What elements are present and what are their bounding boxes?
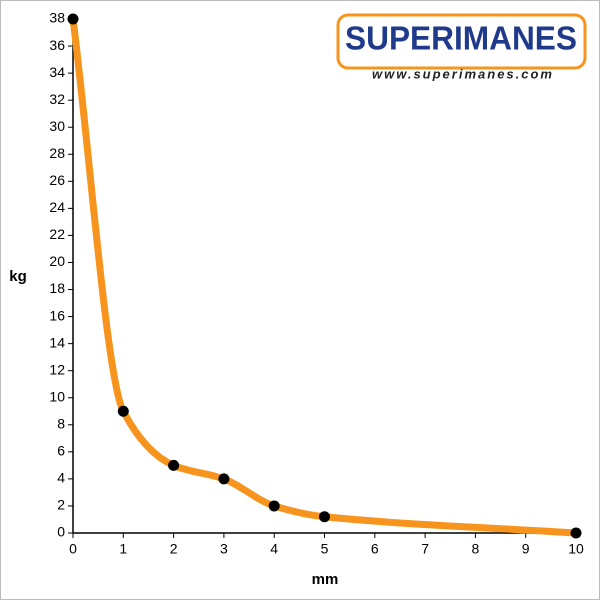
- x-axis-label: mm: [312, 571, 339, 588]
- point: [117, 405, 129, 417]
- y-tick-label: 22: [49, 226, 65, 242]
- x-tick-label: 2: [170, 541, 178, 557]
- x-tick-label: 6: [371, 541, 379, 557]
- x-tick-label: 10: [568, 541, 584, 557]
- y-tick-label: 16: [49, 307, 65, 323]
- point: [67, 13, 79, 25]
- logo: SUPERIMANES www.superimanes.com: [336, 13, 587, 81]
- logo-url: www.superimanes.com: [372, 66, 554, 81]
- x-tick-label: 1: [119, 541, 127, 557]
- x-tick-label: 9: [522, 541, 530, 557]
- y-tick-label: 36: [49, 37, 65, 53]
- y-tick-label: 18: [49, 280, 65, 296]
- x-tick-label: 8: [472, 541, 480, 557]
- y-tick-label: 24: [49, 199, 65, 215]
- x-tick-label: 0: [69, 541, 77, 557]
- logo-text: SUPERIMANES: [345, 20, 577, 57]
- y-tick-label: 30: [49, 118, 65, 134]
- point: [570, 527, 582, 539]
- y-tick-label: 0: [57, 524, 65, 540]
- y-tick-label: 4: [57, 470, 65, 486]
- y-tick-label: 10: [49, 388, 65, 404]
- point: [168, 459, 180, 471]
- y-tick-label: 12: [49, 361, 65, 377]
- y-tick-label: 6: [57, 443, 65, 459]
- y-tick-label: 26: [49, 172, 65, 188]
- y-tick-label: 2: [57, 497, 65, 513]
- y-tick-label: 14: [49, 334, 65, 350]
- point: [268, 500, 280, 512]
- x-tick-label: 5: [321, 541, 329, 557]
- y-axis-label: kg: [9, 268, 27, 285]
- x-tick-label: 7: [421, 541, 429, 557]
- y-tick-label: 8: [57, 415, 65, 431]
- y-tick-label: 20: [49, 253, 65, 269]
- point: [319, 511, 330, 523]
- point: [218, 473, 230, 485]
- y-tick-label: 28: [49, 145, 65, 161]
- y-tick-label: 38: [49, 10, 65, 26]
- y-tick-label: 34: [49, 64, 65, 80]
- x-tick-label: 4: [270, 541, 278, 557]
- logo-box: [336, 13, 587, 70]
- y-tick-label: 32: [49, 91, 65, 107]
- line: [69, 15, 580, 537]
- x-tick-label: 3: [220, 541, 228, 557]
